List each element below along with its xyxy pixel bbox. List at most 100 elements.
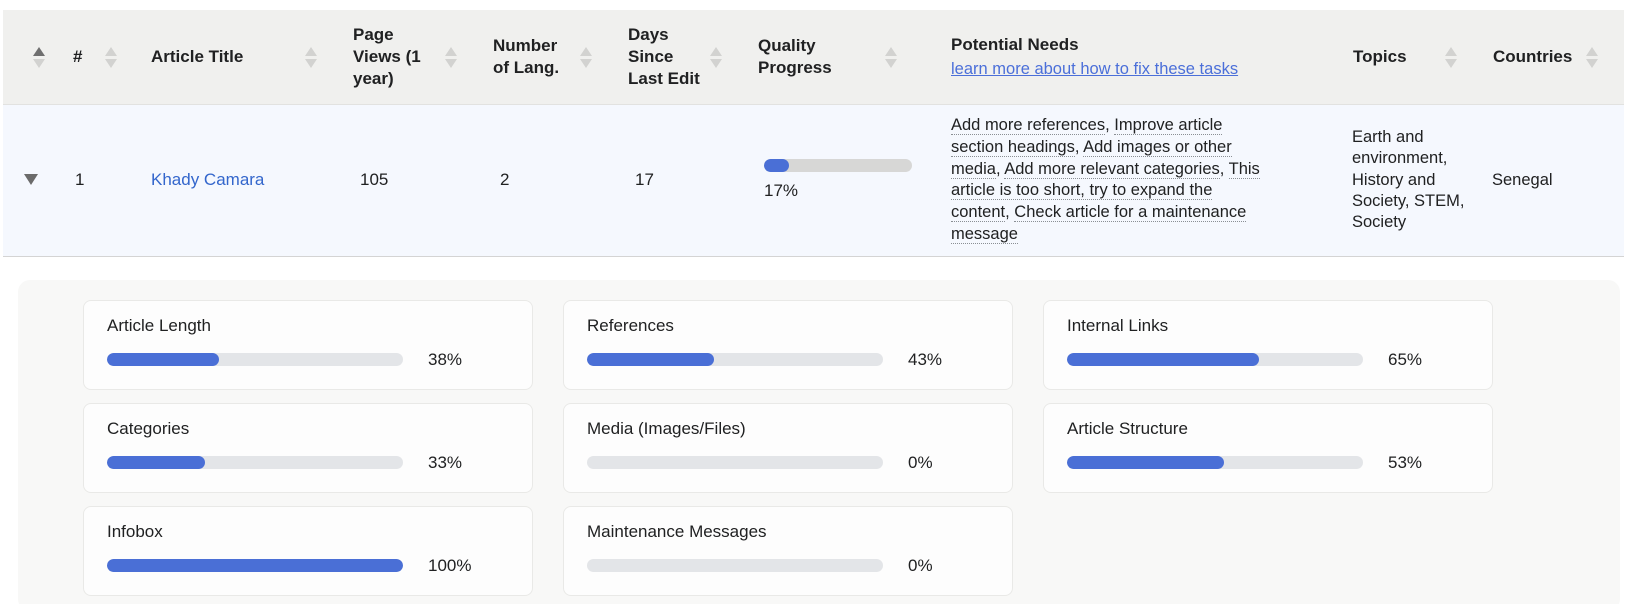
column-header-num-langs[interactable]: Number of Lang.	[483, 27, 618, 87]
column-header-countries[interactable]: Countries	[1483, 38, 1624, 76]
articles-table: # Article Title Page Views (1 year) Numb…	[3, 10, 1624, 257]
potential-need-link[interactable]: Add images or other media	[951, 137, 1232, 179]
column-header-label: Countries	[1493, 47, 1573, 67]
metric-percent-label: 43%	[908, 349, 943, 369]
column-header-rank[interactable]: #	[63, 38, 143, 76]
sort-down-arrow-icon	[33, 58, 45, 68]
metric-progress-fill	[587, 353, 715, 367]
metric-label: Maintenance Messages	[587, 521, 767, 541]
metric-percent-label: 33%	[428, 452, 463, 472]
potential-needs-cell: Add more references, Improve article sec…	[923, 105, 1343, 256]
metric-card: Internal Links 65%	[1043, 299, 1493, 390]
metric-label: Article Structure	[1067, 418, 1188, 438]
metric-progress-track	[587, 559, 883, 573]
countries-cell: Senegal	[1492, 170, 1553, 189]
sort-icon[interactable]	[1578, 46, 1598, 68]
sort-down-arrow-icon	[1586, 58, 1598, 68]
days-since-edit-cell: 17	[635, 170, 654, 190]
sort-up-arrow-icon	[885, 46, 897, 56]
column-header-label: Page Views (1 year)	[353, 25, 421, 88]
metric-progress-track	[1067, 456, 1363, 470]
sort-icon[interactable]	[297, 46, 317, 68]
sort-icon[interactable]	[437, 46, 457, 68]
metric-card: Article Structure 53%	[1043, 402, 1493, 493]
row-expander-cell	[3, 160, 63, 200]
metric-percent-label: 53%	[1388, 452, 1423, 472]
article-title-cell: Khady Camara	[143, 160, 343, 200]
sort-up-arrow-icon	[33, 46, 45, 56]
potential-needs-list: Add more references, Improve article sec…	[951, 116, 1260, 244]
metric-percent-label: 100%	[428, 555, 472, 575]
column-header-topics[interactable]: Topics	[1343, 38, 1483, 76]
metric-progress-track	[107, 456, 403, 470]
potential-need-link[interactable]: Add more references	[951, 116, 1106, 135]
sort-down-arrow-icon	[710, 58, 722, 68]
quality-percent-label: 17%	[764, 181, 799, 201]
column-header-label: Article Title	[151, 47, 244, 67]
metric-card: Maintenance Messages 0%	[563, 505, 1013, 596]
quality-progress-track	[764, 159, 912, 173]
column-header-quality-progress[interactable]: Quality Progress	[748, 27, 923, 87]
potential-need-link[interactable]: Check article for a maintenance message	[951, 203, 1247, 244]
article-title-link[interactable]: Khady Camara	[151, 170, 265, 190]
column-header-label: Topics	[1353, 47, 1407, 67]
collapse-row-icon[interactable]	[24, 174, 38, 186]
sort-icon[interactable]	[702, 46, 722, 68]
metric-progress-track	[1067, 353, 1363, 367]
metric-label: Internal Links	[1067, 315, 1169, 335]
metric-card: Article Length 38%	[83, 299, 533, 390]
sort-up-arrow-icon	[445, 46, 457, 56]
sort-up-arrow-icon	[1445, 46, 1457, 56]
sort-icon[interactable]	[25, 46, 45, 68]
metric-card: Categories 33%	[83, 402, 533, 493]
potential-need-link[interactable]: Improve article section headings	[951, 116, 1223, 157]
metric-card: References 43%	[563, 299, 1013, 390]
rank-cell: 1	[75, 170, 85, 190]
metric-label: Categories	[107, 418, 190, 438]
metric-progress-track	[587, 456, 883, 470]
metric-percent-label: 0%	[908, 452, 933, 472]
sort-icon[interactable]	[97, 46, 117, 68]
learn-more-link[interactable]: learn more about how to fix these tasks	[951, 59, 1239, 78]
sort-icon[interactable]	[572, 46, 592, 68]
metric-percent-label: 38%	[428, 349, 463, 369]
metric-progress-track	[107, 353, 403, 367]
metric-progress-fill	[107, 559, 403, 573]
page-views-cell: 105	[360, 170, 389, 190]
topics-text: Earth and environment, History and Socie…	[1352, 127, 1465, 232]
column-header-potential-needs: Potential Needs learn more about how to …	[923, 26, 1343, 88]
table-row: 1 Khady Camara 105 2 17 17% Add more ref…	[3, 105, 1624, 257]
topics-cell: Earth and environment, History and Socie…	[1343, 117, 1483, 244]
column-header-label: Days Since Last Edit	[628, 25, 700, 88]
column-header-article-title[interactable]: Article Title	[143, 38, 343, 76]
metric-progress-fill	[1067, 353, 1260, 367]
sort-up-arrow-icon	[580, 46, 592, 56]
metric-label: References	[587, 315, 674, 335]
metric-progress-fill	[107, 353, 220, 367]
potential-need-link[interactable]: Add more relevant categories	[1004, 159, 1220, 179]
quality-progress-cell: 17%	[748, 149, 923, 211]
column-header-expander[interactable]	[3, 39, 63, 76]
metric-card: Media (Images/Files) 0%	[563, 402, 1013, 493]
num-langs-cell: 2	[500, 170, 510, 190]
column-header-label: #	[73, 47, 83, 67]
table-header-row: # Article Title Page Views (1 year) Numb…	[3, 10, 1624, 105]
metric-card: Infobox 100%	[83, 505, 533, 596]
sort-down-arrow-icon	[1445, 58, 1457, 68]
sort-up-arrow-icon	[1586, 46, 1598, 56]
sort-up-arrow-icon	[710, 46, 722, 56]
sort-down-arrow-icon	[445, 58, 457, 68]
column-header-label: Potential Needs	[951, 35, 1079, 55]
sort-down-arrow-icon	[305, 58, 317, 68]
sort-icon[interactable]	[1437, 46, 1457, 68]
column-header-page-views[interactable]: Page Views (1 year)	[343, 16, 483, 97]
column-header-days-since-edit[interactable]: Days Since Last Edit	[618, 16, 748, 97]
potential-need-link[interactable]: This article is too short, try to expand…	[951, 159, 1260, 223]
row-details-panel: Article Length 38% References 43% Intern…	[18, 279, 1620, 604]
sort-icon[interactable]	[877, 46, 897, 68]
sort-down-arrow-icon	[105, 58, 117, 68]
metric-label: Article Length	[107, 315, 211, 335]
column-header-label: Quality Progress	[758, 36, 832, 77]
metric-progress-fill	[107, 456, 205, 470]
sort-down-arrow-icon	[885, 58, 897, 68]
